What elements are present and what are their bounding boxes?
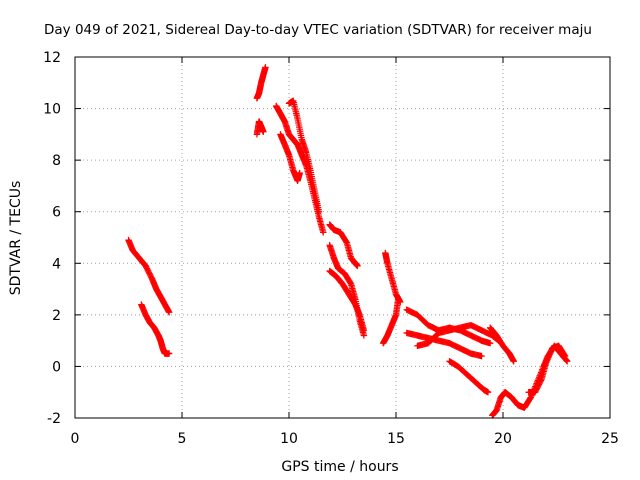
series-arc-7 xyxy=(285,97,323,215)
data-point-marker xyxy=(354,262,361,270)
data-point-marker xyxy=(165,350,173,357)
data-point-marker xyxy=(260,128,267,135)
series-arc-6 xyxy=(277,131,303,184)
series-arc-17 xyxy=(486,324,517,365)
series-arc-12 xyxy=(379,296,402,347)
data-markers xyxy=(125,64,571,419)
y-tick-label: 12 xyxy=(43,50,61,66)
x-axis-label: GPS time / hours xyxy=(281,459,398,475)
series-arc-14 xyxy=(403,329,485,360)
series-arc-16 xyxy=(446,358,492,396)
series-arc-3 xyxy=(253,64,269,102)
data-point-marker xyxy=(296,169,303,177)
data-point-marker xyxy=(486,340,494,347)
series-arc-4 xyxy=(253,118,267,138)
grid-lines xyxy=(75,57,610,418)
y-tick-label: 10 xyxy=(43,102,61,118)
data-point-marker xyxy=(484,389,492,396)
y-tick-label: 4 xyxy=(52,256,61,272)
y-tick-label: 6 xyxy=(52,205,61,221)
data-point-marker xyxy=(478,352,485,360)
data-point-marker xyxy=(561,352,569,360)
data-point-marker xyxy=(561,351,568,359)
x-tick-label: 5 xyxy=(178,431,187,447)
data-point-marker xyxy=(537,377,545,384)
data-point-marker xyxy=(262,64,269,71)
x-tick-label: 10 xyxy=(280,431,298,447)
y-tick-label: -2 xyxy=(47,411,61,427)
data-point-marker xyxy=(165,309,173,316)
data-point-marker xyxy=(360,327,368,334)
data-point-marker xyxy=(564,358,571,365)
series-arc-1 xyxy=(125,236,173,316)
x-tick-label: 0 xyxy=(71,431,80,447)
data-point-marker xyxy=(563,357,570,364)
x-tick-label: 25 xyxy=(601,431,619,447)
series-arc-8 xyxy=(326,221,361,270)
chart-title: Day 049 of 2021, Sidereal Day-to-day VTE… xyxy=(44,22,592,38)
y-axis-label: SDTVAR / TECUs xyxy=(8,181,24,296)
data-point-marker xyxy=(510,358,517,365)
x-tick-label: 20 xyxy=(494,431,512,447)
data-point-marker xyxy=(320,229,327,236)
data-point-marker xyxy=(315,208,323,215)
x-tick-label: 15 xyxy=(387,431,405,447)
series-arc-2 xyxy=(138,301,173,357)
series-arc-10 xyxy=(326,267,368,334)
series-arc-19 xyxy=(525,342,569,396)
y-tick-label: 0 xyxy=(52,359,61,375)
data-point-marker xyxy=(394,296,402,303)
y-tick-label: 8 xyxy=(52,153,61,169)
axis-ticks: 0 5 10 15 20 25 -2 0 2 4 6 8 10 12 xyxy=(43,50,619,447)
y-tick-label: 2 xyxy=(52,308,61,324)
series-arc-11 xyxy=(382,249,404,306)
plot-frame xyxy=(74,56,611,419)
series-arc-18 xyxy=(489,342,571,419)
